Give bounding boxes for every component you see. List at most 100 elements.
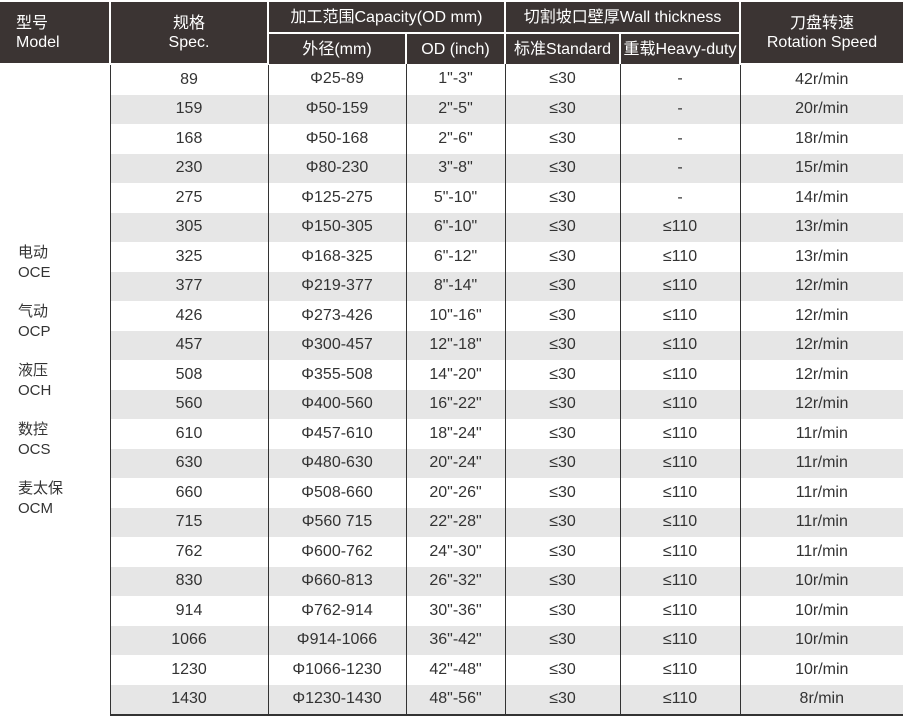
heavy-duty-cell: ≤110 [619,389,741,419]
standard-cell: ≤30 [504,212,621,242]
standard-cell: ≤30 [504,360,621,390]
heavy-duty-cell: ≤110 [619,330,741,360]
table-row: 377 Φ219-377 8"-14" ≤30 ≤110 12r/min [0,271,903,301]
table-row: 159 Φ50-159 2"-5" ≤30-20r/min [0,94,903,124]
od-mm-cell: Φ125-275 [267,183,406,213]
standard-cell: ≤30 [504,419,621,449]
od-mm-cell: Φ168-325 [267,242,406,272]
od-inch-cell: 6"-10" [405,212,506,242]
spec-cell: 830 [109,566,268,596]
rotation-speed-cell: 12r/min [739,301,903,331]
table-row: 1066 Φ914-1066 36"-42" ≤30 ≤110 10r/min [0,625,903,655]
od-mm-cell: Φ480-630 [267,448,406,478]
model-cn: 数控 [18,420,49,438]
spec-cell: 1230 [109,655,268,685]
standard-cell: ≤30 [504,448,621,478]
spec-cell: 325 [109,242,268,272]
heavy-duty-cell: ≤110 [619,478,741,508]
header-rotation-speed: 刀盘转速 Rotation Speed [739,2,903,65]
table-row: 610 Φ457-610 18"-24" ≤30 ≤110 11r/min [0,419,903,449]
standard-cell: ≤30 [504,301,621,331]
rotation-speed-cell: 10r/min [739,655,903,685]
od-inch-cell: 14"-20" [405,360,506,390]
od-inch-cell: 2"-6" [405,124,506,154]
rotation-speed-cell: 8r/min [739,684,903,716]
rotation-speed-cell: 12r/min [739,360,903,390]
od-inch-cell: 8"-14" [405,271,506,301]
spec-cell: 1430 [109,684,268,716]
standard-cell: ≤30 [504,271,621,301]
od-mm-cell: Φ355-508 [267,360,406,390]
spec-cell: 630 [109,448,268,478]
od-inch-cell: 3"-8" [405,153,506,183]
standard-cell: ≤30 [504,537,621,567]
rotation-speed-cell: 14r/min [739,183,903,213]
standard-cell: ≤30 [504,153,621,183]
rotation-speed-cell: 10r/min [739,596,903,626]
standard-cell: ≤30 [504,64,621,95]
model-en: OCP [18,322,51,340]
spec-cell: 377 [109,271,268,301]
od-mm-cell: Φ914-1066 [267,625,406,655]
od-mm-cell: Φ80-230 [267,153,406,183]
heavy-duty-cell: ≤110 [619,566,741,596]
header-heavy-duty: 重载Heavy-duty [619,33,742,64]
standard-cell: ≤30 [504,389,621,419]
rotation-speed-cell: 20r/min [739,94,903,124]
standard-cell: ≤30 [504,684,621,716]
standard-cell: ≤30 [504,625,621,655]
rotation-speed-cell: 18r/min [739,124,903,154]
model-cn: 麦太保 [18,479,64,497]
od-inch-cell: 6"-12" [405,242,506,272]
heavy-duty-cell: - [619,124,741,154]
header-model: 型号 Model [0,2,111,65]
heavy-duty-cell: ≤110 [619,212,741,242]
heavy-duty-cell: ≤110 [619,360,741,390]
table-row: 426 Φ273-426 10"-16" ≤30 ≤110 12r/min [0,301,903,331]
spec-cell: 508 [109,360,268,390]
od-mm-cell: Φ400-560 [267,389,406,419]
rotation-speed-cell: 11r/min [739,507,903,537]
rotation-speed-cell: 13r/min [739,212,903,242]
table-row: 1430 Φ1230-1430 48"-56" ≤30 ≤110 8r/min [0,684,903,716]
heavy-duty-cell: ≤110 [619,537,741,567]
spec-cell: 457 [109,330,268,360]
table-row: 762 Φ600-762 24"-30" ≤30 ≤110 11r/min [0,537,903,567]
model-group: 麦太保 OCM [18,479,110,519]
rotation-speed-cell: 42r/min [739,64,903,95]
heavy-duty-cell: ≤110 [619,684,741,716]
heavy-duty-cell: ≤110 [619,625,741,655]
standard-cell: ≤30 [504,655,621,685]
od-mm-cell: Φ457-610 [267,419,406,449]
header-capacity: 加工范围Capacity(OD mm) [266,2,507,34]
od-inch-cell: 20"-24" [405,448,506,478]
od-mm-cell: Φ600-762 [267,537,406,567]
spec-cell: 1066 [109,625,268,655]
table-row: 1230 Φ1066-1230 42"-48" ≤30 ≤110 10r/min [0,655,903,685]
rotation-speed-cell: 11r/min [739,478,903,508]
od-mm-cell: Φ1230-1430 [267,684,406,716]
spec-cell: 715 [109,507,268,537]
heavy-duty-cell: - [619,183,741,213]
heavy-duty-cell: ≤110 [619,271,741,301]
spec-cell: 168 [109,124,268,154]
model-group: 电动 OCE [18,243,110,283]
heavy-duty-cell: ≤110 [619,419,741,449]
od-inch-cell: 24"-30" [405,537,506,567]
header-spec: 规格 Spec. [109,2,269,65]
od-mm-cell: Φ50-159 [267,94,406,124]
heavy-duty-cell: ≤110 [619,301,741,331]
od-inch-cell: 18"-24" [405,419,506,449]
table-row: 230 Φ80-230 3"-8" ≤30-15r/min [0,153,903,183]
od-inch-cell: 5"-10" [405,183,506,213]
spec-cell: 560 [109,389,268,419]
table-row: 508 Φ355-508 14"-20" ≤30 ≤110 12r/min [0,360,903,390]
od-mm-cell: Φ1066-1230 [267,655,406,685]
standard-cell: ≤30 [504,478,621,508]
od-mm-cell: Φ219-377 [267,271,406,301]
heavy-duty-cell: ≤110 [619,596,741,626]
od-inch-cell: 12"-18" [405,330,506,360]
heavy-duty-cell: ≤110 [619,242,741,272]
spec-cell: 660 [109,478,268,508]
